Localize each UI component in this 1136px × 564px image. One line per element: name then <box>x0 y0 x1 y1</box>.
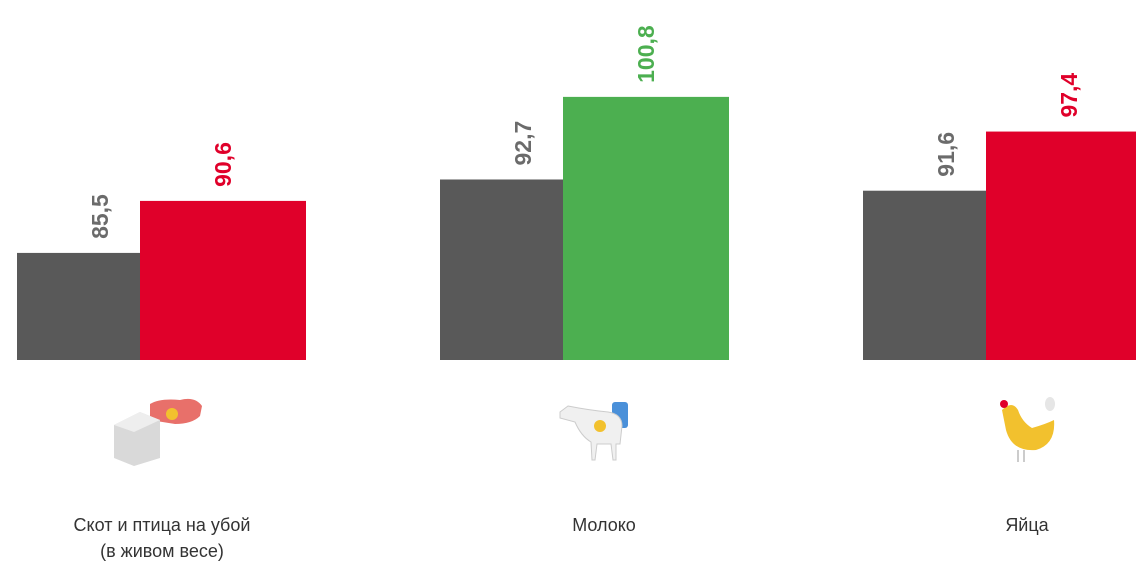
bar <box>440 179 563 360</box>
bar <box>863 190 986 360</box>
value-label: 92,7 <box>510 121 536 166</box>
bar <box>17 252 140 360</box>
value-label: 97,4 <box>1056 73 1082 118</box>
icon-hen <box>1000 397 1055 462</box>
category-label: Яйца <box>1005 515 1049 535</box>
value-label: 100,8 <box>633 25 659 83</box>
category-label: Молоко <box>572 515 636 535</box>
icon-cow <box>559 402 628 461</box>
bar <box>140 200 306 360</box>
icon-livestock <box>114 398 202 466</box>
bar <box>563 96 729 360</box>
value-label: 85,5 <box>87 194 113 239</box>
bar <box>986 131 1136 360</box>
value-label: 91,6 <box>933 132 959 177</box>
category-label: Скот и птица на убой (в живом весе) <box>73 515 251 561</box>
value-label: 90,6 <box>210 142 236 187</box>
